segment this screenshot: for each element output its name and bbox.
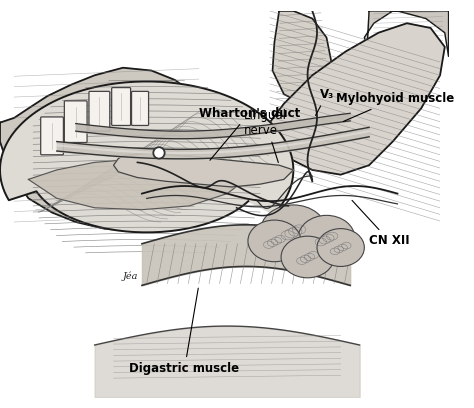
Ellipse shape	[317, 228, 365, 266]
Text: Jéa: Jéa	[123, 271, 138, 281]
Text: Digastric muscle: Digastric muscle	[129, 288, 239, 375]
Ellipse shape	[260, 205, 327, 258]
FancyBboxPatch shape	[132, 91, 148, 125]
FancyBboxPatch shape	[64, 101, 87, 142]
Polygon shape	[0, 82, 293, 233]
Ellipse shape	[281, 236, 334, 278]
Polygon shape	[260, 23, 445, 175]
Text: Mylohyoid muscle: Mylohyoid muscle	[336, 93, 454, 122]
Ellipse shape	[248, 220, 301, 262]
Text: Lingual
nerve: Lingual nerve	[244, 109, 287, 162]
Text: CN XII: CN XII	[352, 200, 410, 247]
Text: V₃: V₃	[316, 88, 334, 115]
FancyBboxPatch shape	[112, 88, 131, 125]
FancyBboxPatch shape	[41, 117, 64, 155]
FancyBboxPatch shape	[89, 91, 110, 131]
Polygon shape	[114, 153, 293, 187]
Ellipse shape	[298, 215, 355, 261]
Polygon shape	[28, 156, 246, 210]
Polygon shape	[0, 68, 218, 231]
Polygon shape	[365, 11, 448, 56]
Text: Wharton's duct: Wharton's duct	[199, 106, 300, 160]
Polygon shape	[273, 11, 331, 104]
Circle shape	[153, 147, 164, 159]
